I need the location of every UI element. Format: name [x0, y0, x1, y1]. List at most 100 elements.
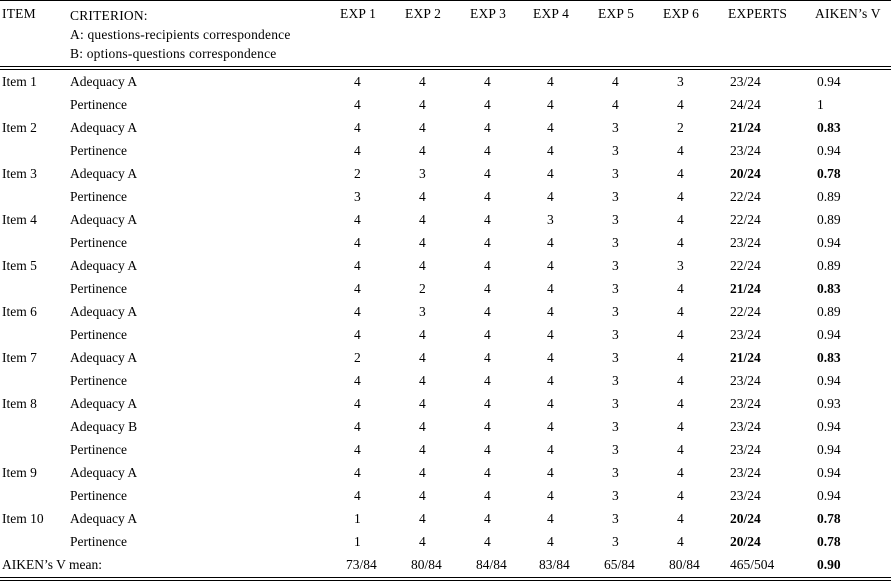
- aiken-cell: 0.94: [817, 327, 841, 342]
- item-cell: [0, 415, 70, 438]
- score-cell: 4: [547, 235, 554, 250]
- criterion-cell: Adequacy A: [70, 166, 138, 181]
- score-cell: 4: [677, 442, 684, 457]
- experts-cell: 23/24: [730, 465, 761, 480]
- score-cell: 4: [419, 258, 426, 273]
- score-cell: 4: [677, 212, 684, 227]
- score-cell: 3: [677, 74, 684, 89]
- score-cell: 4: [354, 258, 361, 273]
- score-cell: 1: [354, 511, 361, 526]
- score-cell: 4: [484, 488, 491, 503]
- table-row: Pertinence 4 4 4 4 3 4 23/24 0.94: [0, 323, 891, 346]
- score-cell: 3: [419, 166, 426, 181]
- footer-score-exp-6: 80/84: [669, 557, 700, 572]
- criterion-cell: Adequacy A: [70, 120, 138, 135]
- item-cell: Item 6: [2, 304, 37, 319]
- score-cell: 4: [419, 189, 426, 204]
- score-cell: 4: [419, 442, 426, 457]
- table-row: Item 9 Adequacy A 4 4 4 4 3 4 23/24 0.94: [0, 461, 891, 484]
- criterion-cell: Adequacy A: [70, 74, 138, 89]
- item-cell: [0, 323, 70, 346]
- column-header-aiken-v: AIKEN’s V: [815, 6, 881, 21]
- score-cell: 4: [547, 97, 554, 112]
- item-cell: [0, 369, 70, 392]
- item-cell: [0, 438, 70, 461]
- table-row: Item 10 Adequacy A 1 4 4 4 3 4 20/24 0.78: [0, 507, 891, 530]
- score-cell: 4: [419, 235, 426, 250]
- criterion-cell: Adequacy A: [70, 258, 138, 273]
- item-cell: Item 8: [2, 396, 37, 411]
- item-cell: Item 1: [2, 74, 37, 89]
- item-cell: [0, 185, 70, 208]
- score-cell: 3: [677, 258, 684, 273]
- criterion-cell: Adequacy A: [70, 465, 138, 480]
- aiken-cell: 0.83: [817, 120, 841, 135]
- score-cell: 4: [547, 258, 554, 273]
- aiken-cell: 0.89: [817, 189, 841, 204]
- score-cell: 4: [547, 488, 554, 503]
- column-header-exp-1: EXP 1: [340, 6, 377, 21]
- score-cell: 4: [354, 97, 361, 112]
- criterion-cell: Adequacy A: [70, 350, 138, 365]
- experts-cell: 23/24: [730, 327, 761, 342]
- experts-cell: 23/24: [730, 235, 761, 250]
- score-cell: 2: [354, 350, 361, 365]
- score-cell: 4: [419, 327, 426, 342]
- score-cell: 4: [677, 373, 684, 388]
- score-cell: 4: [484, 511, 491, 526]
- criterion-cell: Pertinence: [70, 534, 127, 549]
- score-cell: 4: [419, 488, 426, 503]
- item-cell: Item 2: [2, 120, 37, 135]
- score-cell: 4: [484, 304, 491, 319]
- score-cell: 4: [677, 143, 684, 158]
- score-cell: 4: [547, 166, 554, 181]
- criterion-cell: Adequacy A: [70, 511, 138, 526]
- score-cell: 4: [419, 511, 426, 526]
- table-row: Pertinence 3 4 4 4 3 4 22/24 0.89: [0, 185, 891, 208]
- score-cell: 4: [354, 465, 361, 480]
- score-cell: 4: [677, 350, 684, 365]
- score-cell: 4: [354, 235, 361, 250]
- column-header-item: ITEM: [2, 6, 36, 21]
- score-cell: 4: [484, 166, 491, 181]
- score-cell: 4: [354, 442, 361, 457]
- score-cell: 4: [677, 166, 684, 181]
- table-row: Pertinence 4 4 4 4 4 4 24/24 1: [0, 93, 891, 116]
- column-header-exp-2: EXP 2: [405, 6, 442, 21]
- score-cell: 3: [612, 143, 619, 158]
- score-cell: 4: [484, 258, 491, 273]
- table-row: Item 8 Adequacy A 4 4 4 4 3 4 23/24 0.93: [0, 392, 891, 415]
- score-cell: 3: [612, 327, 619, 342]
- score-cell: 4: [484, 534, 491, 549]
- score-cell: 4: [354, 304, 361, 319]
- experts-cell: 23/24: [730, 419, 761, 434]
- score-cell: 3: [612, 465, 619, 480]
- aiken-cell: 0.94: [817, 143, 841, 158]
- footer-aiken-mean: 0.90: [817, 557, 841, 572]
- score-cell: 3: [612, 534, 619, 549]
- score-cell: 3: [612, 511, 619, 526]
- criterion-cell: Adequacy B: [70, 419, 138, 434]
- criterion-cell: Pertinence: [70, 189, 127, 204]
- score-cell: 4: [547, 74, 554, 89]
- score-cell: 4: [419, 74, 426, 89]
- score-cell: 3: [612, 419, 619, 434]
- footer-experts-total: 465/504: [730, 557, 775, 572]
- item-cell: [0, 484, 70, 507]
- criterion-cell: Pertinence: [70, 442, 127, 457]
- score-cell: 3: [612, 258, 619, 273]
- table-row: Item 5 Adequacy A 4 4 4 4 3 3 22/24 0.89: [0, 254, 891, 277]
- criterion-cell: Pertinence: [70, 373, 127, 388]
- table-row: Pertinence 1 4 4 4 3 4 20/24 0.78: [0, 530, 891, 553]
- score-cell: 4: [354, 143, 361, 158]
- criterion-cell: Adequacy A: [70, 396, 138, 411]
- score-cell: 4: [419, 396, 426, 411]
- experts-cell: 23/24: [730, 143, 761, 158]
- score-cell: 4: [419, 120, 426, 135]
- experts-cell: 24/24: [730, 97, 761, 112]
- item-cell: [0, 277, 70, 300]
- score-cell: 4: [547, 373, 554, 388]
- aiken-cell: 0.83: [817, 281, 841, 296]
- score-cell: 4: [677, 189, 684, 204]
